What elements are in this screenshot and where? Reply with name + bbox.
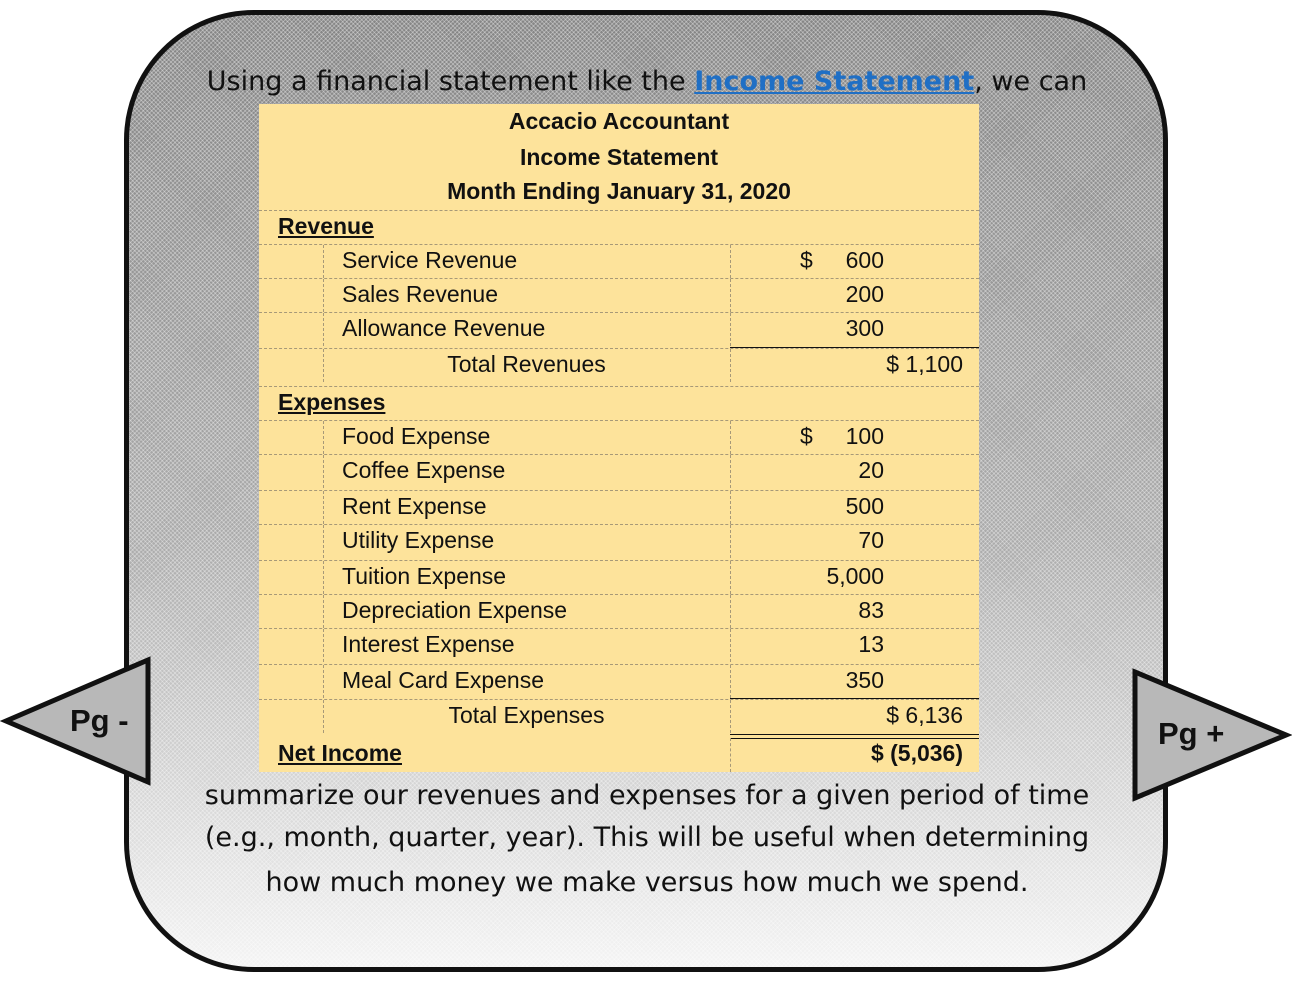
outro-line-3: how much money we make versus how much w… [265,867,1029,898]
revenue-heading-row: Revenue [259,210,979,244]
table-row: Coffee Expense 20 [259,454,979,488]
outro-line-2: (e.g., month, quarter, year). This will … [204,822,1090,853]
intro-after: , we can [974,66,1088,97]
line-item-label: Interest Expense [342,631,515,657]
table-row: Allowance Revenue 300 [259,312,979,346]
revenue-heading: Revenue [278,213,374,239]
table-row: Rent Expense 500 [259,490,979,524]
subtotal-underline [730,698,979,699]
line-item-value: 13 [858,631,884,657]
total-revenues-label: Total Revenues [447,351,606,377]
total-expenses-label: Total Expenses [448,702,605,728]
table-row: Sales Revenue 200 [259,278,979,312]
line-item-label: Coffee Expense [342,457,506,483]
dollar-sign: $ [800,423,813,449]
net-income-double-line [730,734,979,739]
line-item-label: Depreciation Expense [342,597,568,623]
line-item-value: 83 [858,597,884,623]
next-page-label[interactable]: Pg + [1158,716,1225,751]
statement-period: Month Ending January 31, 2020 [447,178,791,204]
line-item-label: Allowance Revenue [342,315,546,341]
prev-page-label[interactable]: Pg - [70,703,129,738]
total-expenses-value: $ 6,136 [886,702,963,728]
line-item-label: Meal Card Expense [342,667,544,693]
table-row: Meal Card Expense 350 [259,664,979,698]
outro-line-1: summarize our revenues and expenses for … [204,780,1090,811]
net-income-value: $ (5,036) [870,740,963,766]
table-row: Utility Expense 70 [259,524,979,558]
total-expenses-row: Total Expenses $ 6,136 [259,699,979,733]
net-income-label: Net Income [278,740,402,766]
prev-page-arrow-icon[interactable] [0,656,152,786]
line-item-value: 20 [858,457,884,483]
total-revenues-value: $ 1,100 [886,351,963,377]
line-item-label: Rent Expense [342,493,487,519]
line-item-value: 70 [858,527,884,553]
company-name: Accacio Accountant [508,108,730,134]
table-row: Service Revenue $ 600 [259,244,979,278]
subtotal-underline [730,347,979,348]
line-item-value: 300 [845,315,884,341]
dollar-sign: $ [800,247,813,273]
statement-title: Income Statement [519,144,719,170]
table-row: Depreciation Expense 83 [259,594,979,628]
total-revenues-row: Total Revenues $ 1,100 [259,348,979,382]
expenses-heading: Expenses [278,389,386,415]
line-item-label: Service Revenue [342,247,518,273]
table-row: Interest Expense 13 [259,628,979,662]
intro-before: Using a financial statement like the [206,66,695,97]
next-page-arrow-icon[interactable] [1130,668,1292,802]
table-row: Food Expense $ 100 [259,420,979,454]
line-item-value: 200 [845,281,884,307]
line-item-value: 350 [845,667,884,693]
expenses-heading-row: Expenses [259,386,979,420]
line-item-value: 100 [845,423,884,449]
line-item-label: Food Expense [342,423,491,449]
line-item-value: 500 [845,493,884,519]
income-statement-table: Accacio Accountant Income Statement Mont… [259,104,979,772]
table-row: Tuition Expense 5,000 [259,560,979,594]
income-statement-link[interactable]: Income Statement [694,66,975,97]
net-income-row: Net Income $ (5,036) [259,738,979,772]
line-item-label: Sales Revenue [342,281,498,307]
intro-text: Using a financial statement like the Inc… [140,62,1154,102]
line-item-label: Utility Expense [342,527,495,553]
line-item-label: Tuition Expense [342,563,507,589]
line-item-value: 600 [845,247,884,273]
line-item-value: 5,000 [826,563,884,589]
